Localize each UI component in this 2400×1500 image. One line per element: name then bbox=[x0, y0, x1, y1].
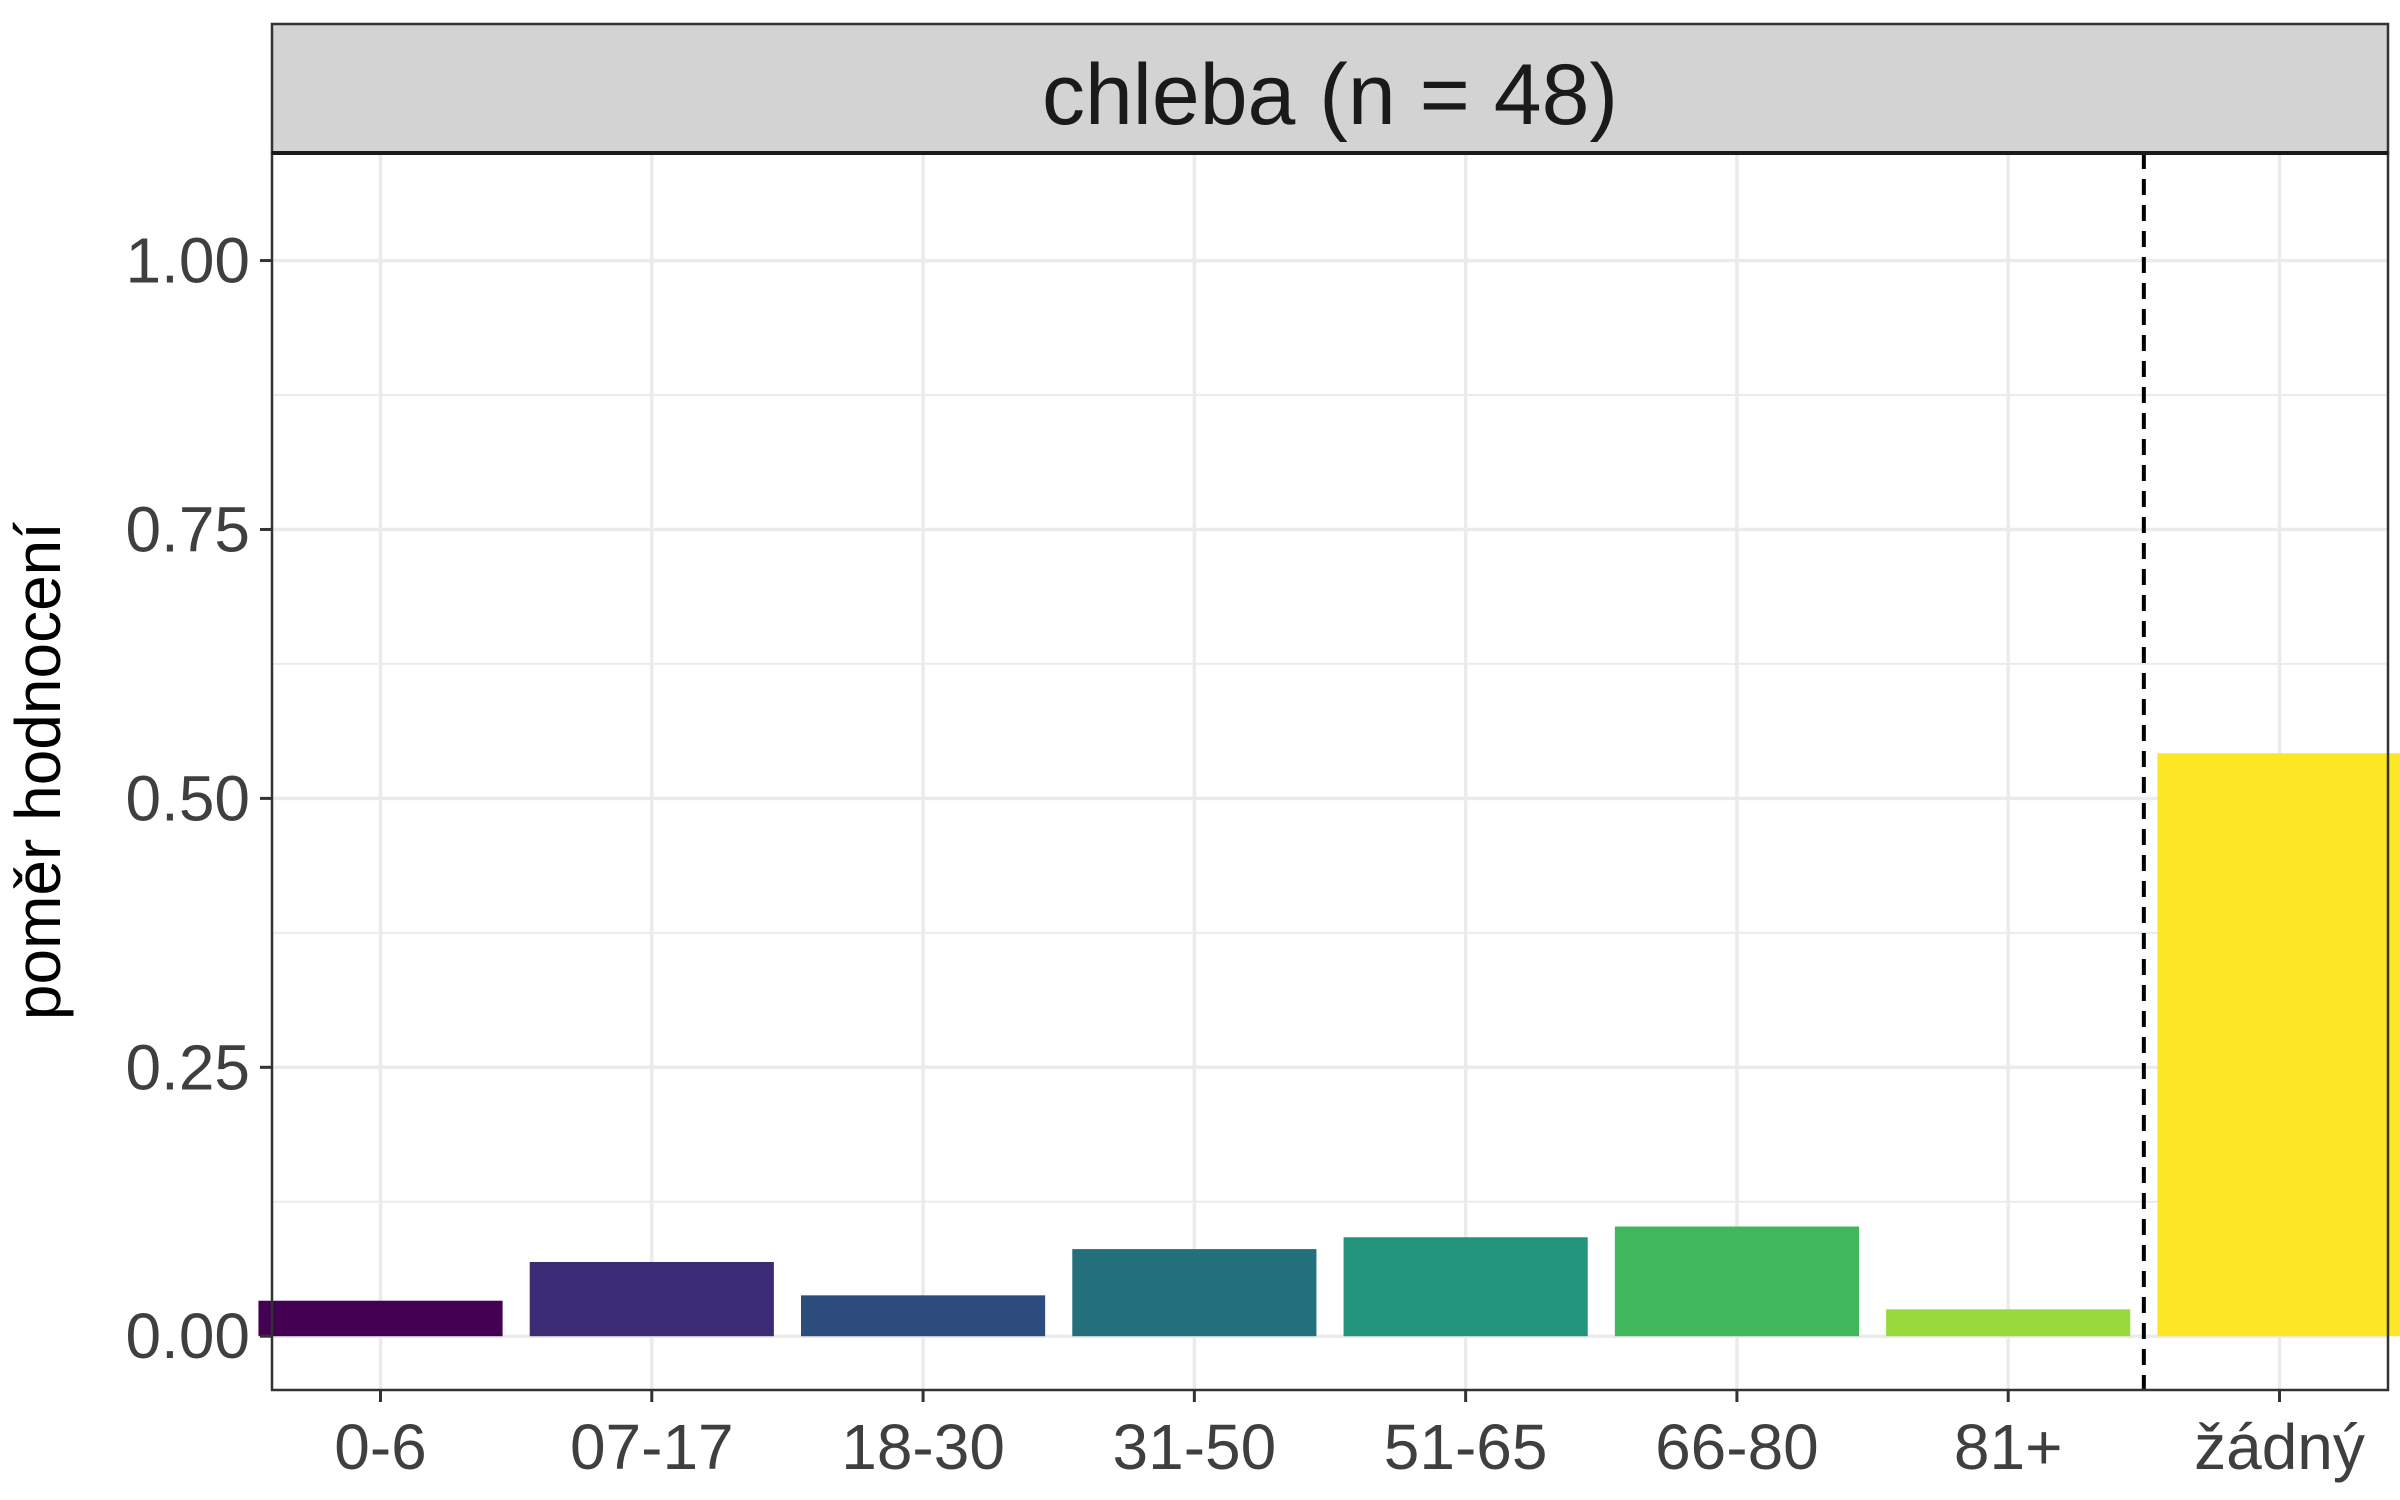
bar-18-30 bbox=[801, 1295, 1046, 1337]
y-axis-title: poměr hodnocení bbox=[2, 522, 74, 1020]
x-tick-label: 66-80 bbox=[1655, 1411, 1819, 1483]
y-tick-label: 1.00 bbox=[125, 225, 250, 297]
bar-66-80 bbox=[1614, 1226, 1859, 1337]
y-tick-label: 0.25 bbox=[125, 1031, 250, 1103]
facet-title: chleba (n = 48) bbox=[1042, 47, 1618, 143]
bar-81+ bbox=[1886, 1309, 2131, 1337]
y-tick-label: 0.50 bbox=[125, 762, 250, 834]
x-axis: 0-6 07-17 18-30 31-50 51-65 66-80 81+ žádný bbox=[334, 1390, 2365, 1483]
y-tick-label: 0.00 bbox=[125, 1300, 250, 1372]
y-tick-label: 0.75 bbox=[125, 493, 250, 565]
bars bbox=[258, 753, 2400, 1337]
panel-background bbox=[272, 153, 2388, 1390]
bar-0-6 bbox=[258, 1300, 503, 1337]
x-tick-label: žádný bbox=[2194, 1411, 2365, 1483]
x-tick-label: 81+ bbox=[1954, 1411, 2063, 1483]
y-axis: 0.00 0.25 0.50 0.75 1.00 bbox=[125, 225, 272, 1372]
major-gridlines bbox=[272, 153, 2388, 1390]
x-tick-label: 07-17 bbox=[570, 1411, 734, 1483]
bar-31-50 bbox=[1072, 1249, 1317, 1337]
bar-07-17 bbox=[529, 1261, 774, 1337]
x-tick-label: 51-65 bbox=[1384, 1411, 1548, 1483]
minor-gridlines bbox=[272, 394, 2388, 1203]
facet-strip bbox=[270, 22, 2390, 155]
bar-51-65 bbox=[1343, 1237, 1588, 1337]
x-tick-label: 18-30 bbox=[841, 1411, 1005, 1483]
bar-žádný bbox=[2157, 753, 2400, 1337]
x-tick-label: 31-50 bbox=[1113, 1411, 1277, 1483]
x-tick-label: 0-6 bbox=[334, 1411, 427, 1483]
